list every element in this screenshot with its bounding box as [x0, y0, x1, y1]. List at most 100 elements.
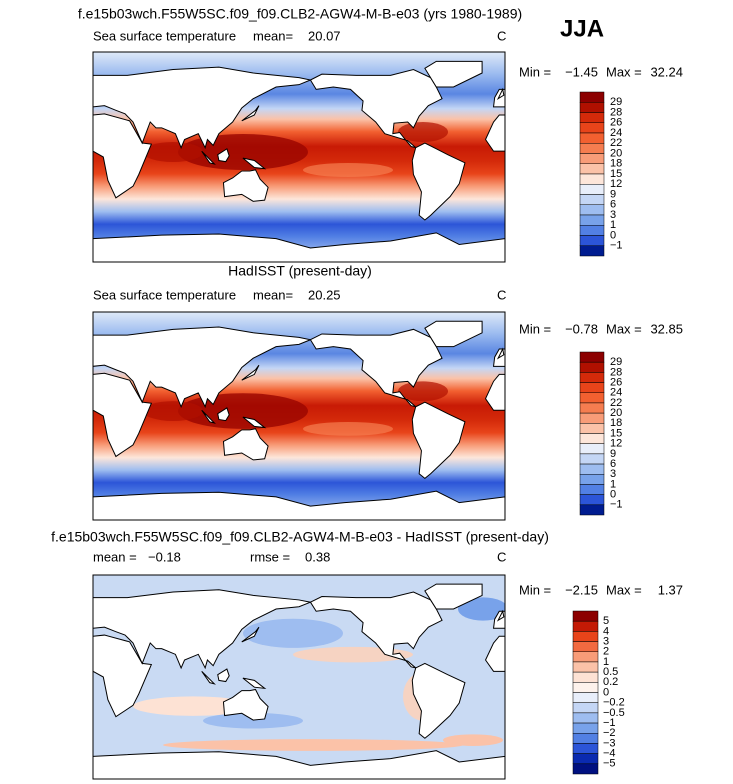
- min-value: −0.78: [565, 321, 598, 336]
- stat-label: rmse =: [250, 549, 290, 564]
- colorbar-label: 22: [610, 397, 622, 409]
- colorbar-label: 1: [603, 656, 609, 668]
- colorbar-label: 0: [610, 489, 616, 501]
- colorbar-box: [572, 682, 599, 693]
- colorbar-label: 26: [610, 376, 622, 388]
- colorbar-box: [579, 443, 605, 455]
- panel-title: f.e15b03wch.F55W5SC.f09_f09.CLB2-AGW4-M-…: [78, 6, 522, 22]
- colorbar-label: 3: [610, 468, 616, 480]
- variable-name: Sea surface temperature: [93, 287, 236, 302]
- colorbar-box: [579, 225, 605, 236]
- colorbar-label: 29: [610, 356, 622, 368]
- colorbar-box: [572, 610, 599, 622]
- colorbar-box: [579, 132, 605, 144]
- colorbar-box: [579, 245, 605, 257]
- colorbar-box: [579, 163, 605, 175]
- colorbar-label: 28: [610, 366, 622, 378]
- colorbar-label: 12: [610, 178, 622, 190]
- colorbar-box: [572, 641, 599, 652]
- map-frame: [92, 574, 506, 780]
- colorbar-label: 3: [603, 635, 609, 647]
- colorbar-box: [572, 712, 599, 724]
- colorbar-label: 12: [610, 438, 622, 450]
- colorbar-box: [579, 382, 605, 393]
- colorbar-label: 0.2: [603, 676, 618, 688]
- colorbar-box: [579, 484, 605, 495]
- stat-value: 20.25: [308, 287, 341, 302]
- stat-value: −0.18: [148, 549, 181, 564]
- colorbar-label: 20: [610, 407, 622, 419]
- colorbar-box: [579, 173, 605, 185]
- colorbar-box: [572, 661, 599, 673]
- colorbar-box: [579, 433, 605, 444]
- colorbar-box: [579, 453, 605, 465]
- colorbar-box: [572, 753, 599, 765]
- max-label: Max =: [606, 321, 642, 336]
- colorbar-label: −0.5: [603, 707, 625, 719]
- colorbar-label: −5: [603, 758, 616, 770]
- colorbar-box: [579, 204, 605, 216]
- colorbar-label: 29: [610, 96, 622, 108]
- colorbar-box: [572, 631, 599, 642]
- colorbar-label: 2: [603, 646, 609, 658]
- colorbar-box: [572, 722, 599, 734]
- colorbar-box: [572, 620, 599, 632]
- colorbar-label: 22: [610, 137, 622, 149]
- colorbar-label: −1: [610, 240, 623, 252]
- colorbar-box: [579, 463, 605, 475]
- colorbar-box: [579, 494, 605, 506]
- units: C: [497, 287, 506, 302]
- colorbar-box: [579, 153, 605, 164]
- colorbar-box: [572, 702, 599, 714]
- colorbar-label: −3: [603, 737, 616, 749]
- min-label: Min =: [519, 321, 551, 336]
- colorbar-box: [579, 194, 605, 205]
- max-label: Max =: [606, 582, 642, 597]
- colorbar-box: [579, 235, 605, 246]
- colorbar-box: [579, 214, 605, 226]
- map-frame: [92, 311, 506, 521]
- colorbar-label: −1: [603, 717, 616, 729]
- variable-name: Sea surface temperature: [93, 28, 236, 43]
- stat-value: 20.07: [308, 28, 341, 43]
- colorbar-box: [572, 651, 599, 663]
- colorbar-label: 20: [610, 147, 622, 159]
- min-value: −1.45: [565, 64, 598, 79]
- colorbar-label: 15: [610, 427, 622, 439]
- units: C: [497, 28, 506, 43]
- colorbar-label: 18: [610, 158, 622, 170]
- colorbar-box: [579, 143, 605, 154]
- colorbar-label: 1: [610, 219, 616, 231]
- colorbar-label: −2: [603, 727, 616, 739]
- colorbar-label: 5: [603, 615, 609, 627]
- colorbar-label: −4: [603, 748, 616, 760]
- colorbar-box: [572, 743, 599, 754]
- min-value: −2.15: [565, 582, 598, 597]
- colorbar-label: 26: [610, 117, 622, 129]
- colorbar-box: [572, 733, 599, 744]
- stat-label: mean =: [93, 549, 137, 564]
- colorbar-label: 9: [610, 448, 616, 460]
- colorbar-box: [579, 351, 605, 363]
- colorbar-box: [579, 184, 605, 195]
- colorbar-label: 28: [610, 106, 622, 118]
- max-value: 32.24: [650, 64, 683, 79]
- colorbar-box: [572, 763, 599, 775]
- max-label: Max =: [606, 64, 642, 79]
- colorbar-label: 15: [610, 168, 622, 180]
- season-label: JJA: [560, 15, 604, 42]
- colorbar-label: 6: [610, 458, 616, 470]
- colorbar-label: 1: [610, 478, 616, 490]
- stat-label: mean=: [253, 287, 293, 302]
- colorbar-label: 6: [610, 199, 616, 211]
- colorbar-box: [579, 392, 605, 404]
- colorbar-box: [579, 504, 605, 516]
- colorbar-label: 0.5: [603, 666, 618, 678]
- colorbar-label: 3: [610, 209, 616, 221]
- colorbar-box: [579, 474, 605, 485]
- colorbar-label: −0.2: [603, 697, 625, 709]
- min-label: Min =: [519, 64, 551, 79]
- colorbar-box: [579, 402, 605, 414]
- colorbar-label: 18: [610, 417, 622, 429]
